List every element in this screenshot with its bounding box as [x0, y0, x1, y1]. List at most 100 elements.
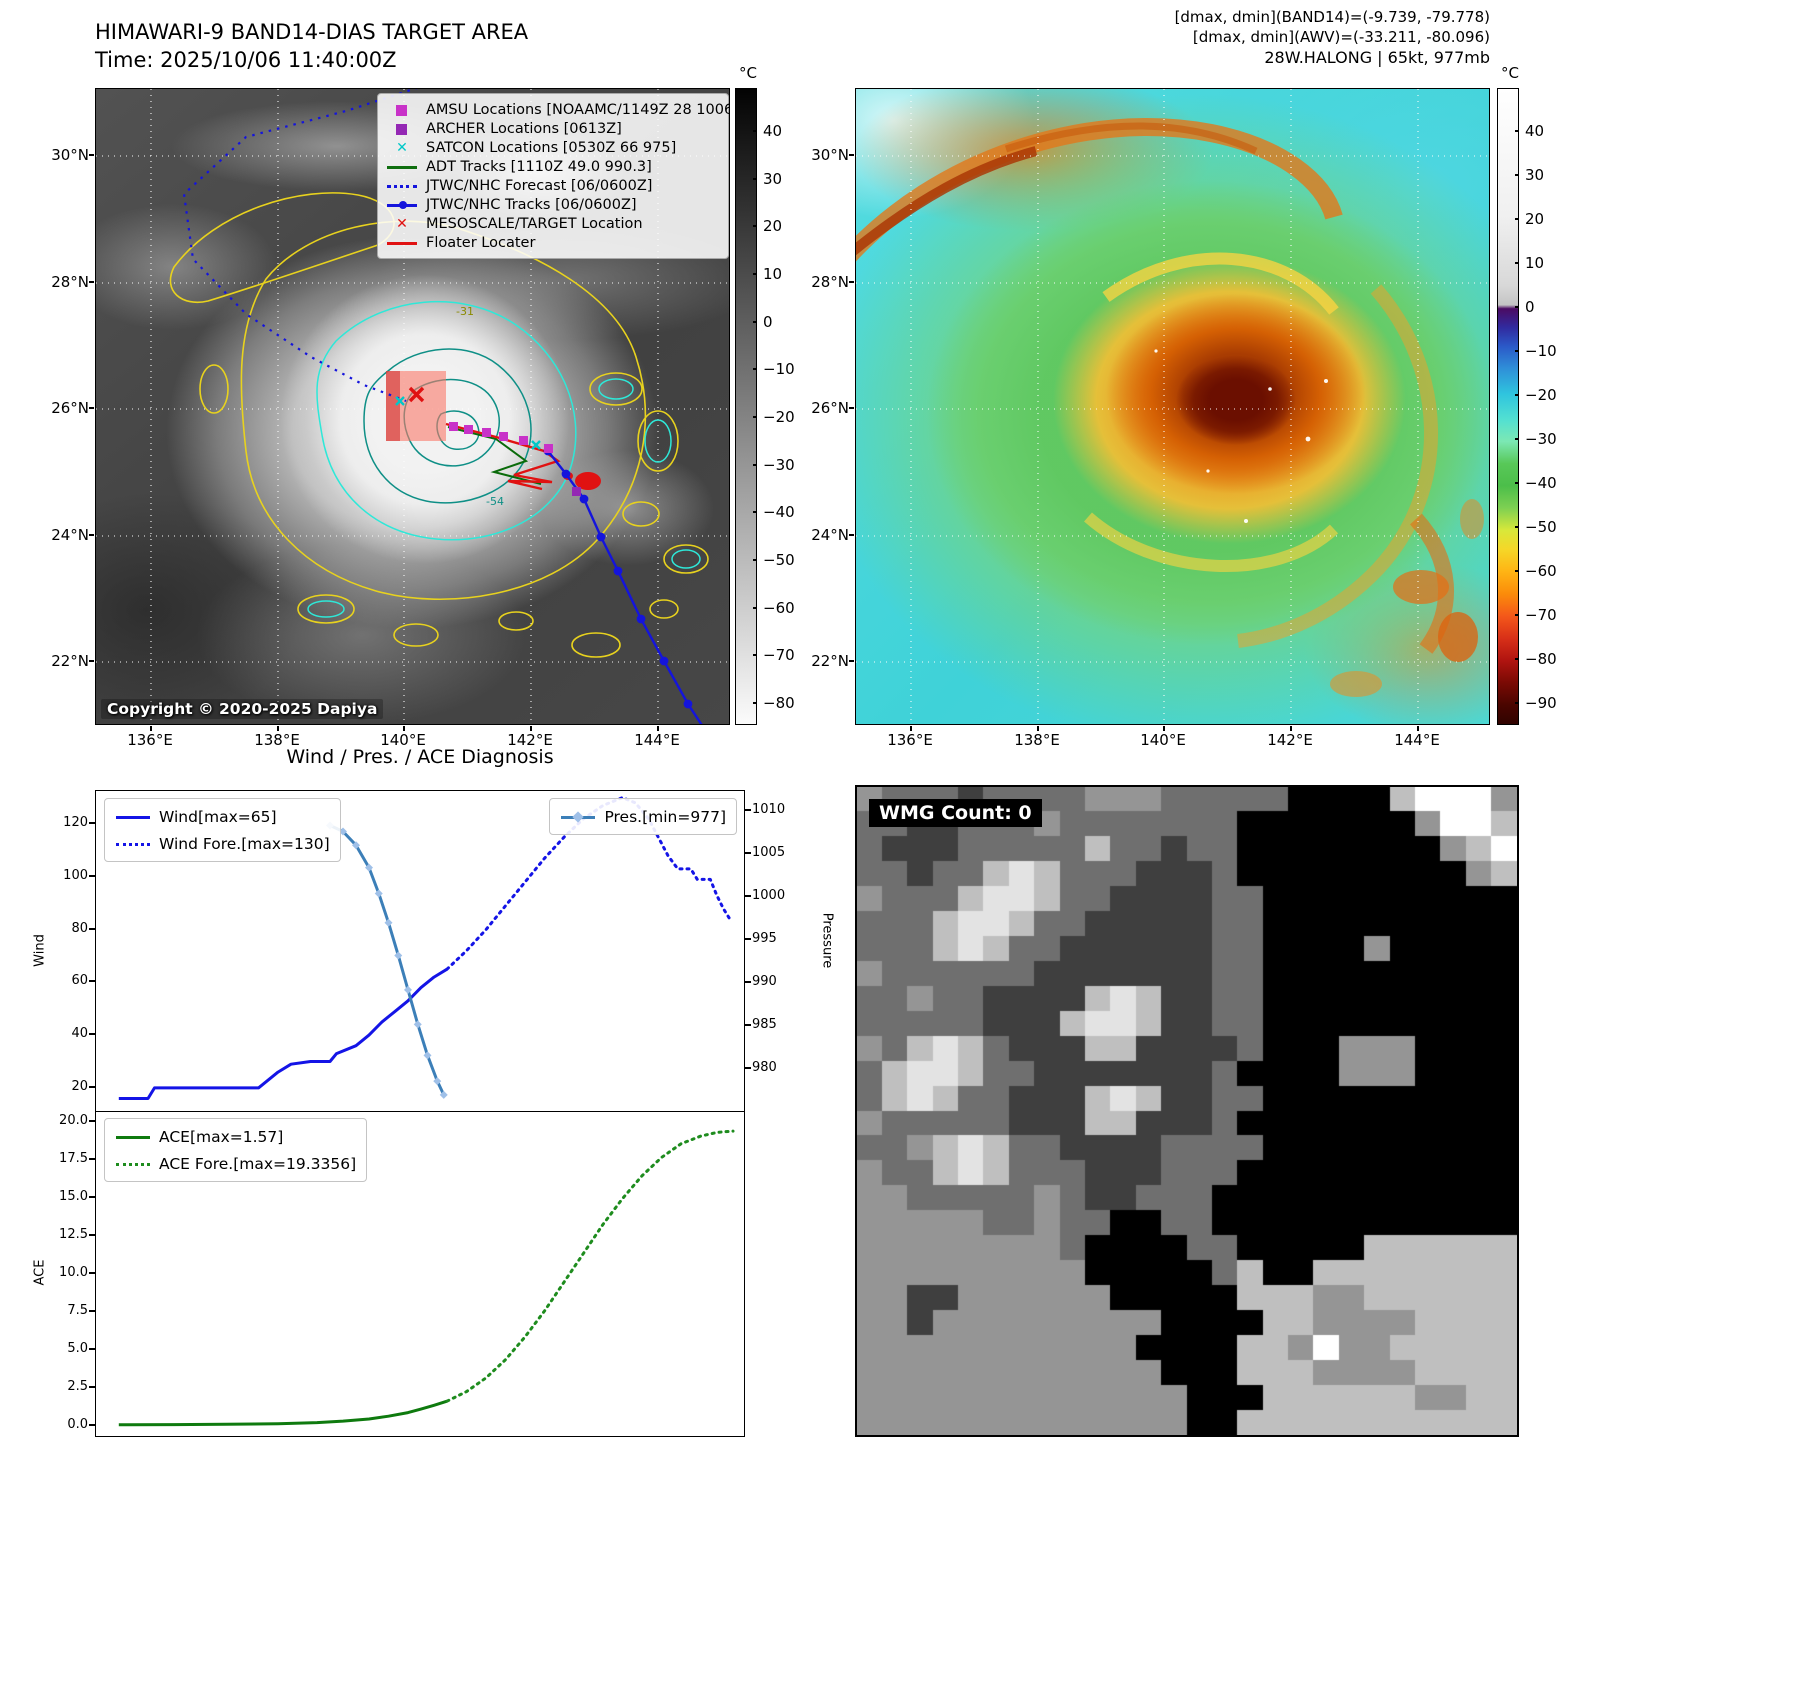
copyright-label: Copyright © 2020-2025 Dapiya: [101, 699, 384, 719]
tick-label: 26°N: [51, 399, 89, 417]
contour-label: -31: [456, 305, 474, 318]
legend-label: JTWC/NHC Forecast [06/0600Z]: [426, 177, 653, 194]
tick-mark: [89, 1196, 95, 1199]
legend-label: JTWC/NHC Tracks [06/0600Z]: [426, 196, 637, 213]
tick-label: −50: [763, 551, 795, 569]
legend-label: SATCON Locations [0530Z 66 975]: [426, 139, 677, 156]
wmg-count-label: WMG Count: 0: [869, 799, 1042, 827]
tick-mark: [89, 980, 95, 983]
x-marker-icon: ✕: [396, 139, 408, 156]
tick-label: 24°N: [51, 526, 89, 544]
tick-mark: [745, 851, 751, 854]
tick-label: −10: [1525, 342, 1557, 360]
line-marker-icon: [386, 179, 418, 193]
awv-map: [855, 88, 1490, 725]
tick-label: 144°E: [634, 731, 680, 749]
ace-plot: [118, 1129, 735, 1427]
tick-mark: [1515, 482, 1519, 484]
tick-mark: [753, 654, 757, 657]
pressure-marker: [413, 1020, 422, 1029]
tick-mark: [1515, 658, 1519, 660]
legend-item: JTWC/NHC Forecast [06/0600Z]: [386, 176, 720, 195]
tick-label: 80: [71, 920, 88, 936]
target-x-icon: [408, 386, 425, 403]
tick-label: 120: [63, 814, 88, 830]
tick-label: −20: [1525, 386, 1557, 404]
tick-label: 985: [752, 1017, 777, 1033]
tick-mark: [1515, 614, 1519, 616]
tick-mark: [1163, 726, 1165, 731]
tick-label: −60: [763, 598, 795, 617]
tick-label: 30°N: [811, 146, 849, 164]
tick-mark: [1037, 726, 1039, 731]
legend-label: MESOSCALE/TARGET Location: [426, 215, 643, 232]
tick-label: 995: [752, 930, 777, 946]
legend-label: ACE Fore.[max=19.3356]: [159, 1154, 357, 1173]
tick-label: 30°N: [51, 146, 89, 164]
tick-label: −70: [1525, 606, 1557, 624]
adt-track: [447, 426, 542, 485]
tick-mark: [277, 726, 279, 731]
legend-item: Floater Locater: [386, 233, 720, 252]
legend-item: ARCHER Locations [0613Z]: [386, 119, 720, 138]
tick-mark: [1515, 350, 1519, 352]
line-marker-icon: [386, 236, 418, 250]
tick-label: 28°N: [51, 273, 89, 291]
tick-label: 980: [752, 1060, 777, 1076]
band14-subtitle: Time: 2025/10/06 11:40:00Z: [95, 48, 397, 72]
legend-item: Pres.[min=977]: [560, 803, 726, 830]
tick-label: 20: [1525, 210, 1545, 228]
tick-mark: [1515, 394, 1519, 396]
tick-label: 136°E: [127, 731, 173, 749]
tick-mark: [1417, 726, 1419, 731]
wmg-image: [857, 787, 1517, 1435]
tick-label: 1005: [752, 844, 786, 860]
line-marker-icon: [115, 1129, 151, 1145]
tick-label: 12.5: [59, 1227, 88, 1243]
target-area-edge: [386, 371, 400, 441]
tick-label: −40: [763, 503, 795, 522]
tick-mark: [745, 808, 751, 811]
tick-mark: [1515, 526, 1519, 528]
tick-mark: [89, 1386, 95, 1389]
tick-label: −80: [1525, 650, 1557, 668]
awv-header-line2: [dmax, dmin](AWV)=(-33.211, -80.096): [1192, 28, 1490, 46]
series-line: [118, 967, 448, 1100]
legend-label: ADT Tracks [1110Z 49.0 990.3]: [426, 158, 652, 175]
tick-label: 0.0: [67, 1417, 88, 1433]
pressure-marker: [365, 863, 373, 872]
legend-item: ✕ MESOSCALE/TARGET Location: [386, 214, 720, 233]
tick-mark: [150, 726, 152, 731]
floater-blob: [575, 472, 601, 490]
legend-item: AMSU Locations [NOAAMC/1149Z 28 1006]: [386, 100, 729, 119]
tick-mark: [745, 1024, 751, 1027]
pressure-marker: [423, 1051, 432, 1060]
tick-label: 40: [71, 1026, 88, 1042]
tick-mark: [1515, 306, 1519, 308]
tick-label: 10.0: [59, 1265, 88, 1281]
tick-label: 1000: [752, 887, 786, 903]
storm-id-label: 28W.HALONG | 65kt, 977mb: [1264, 48, 1490, 67]
tick-label: 30: [763, 169, 783, 188]
tick-label: 20.0: [59, 1113, 88, 1129]
tick-mark: [753, 511, 757, 514]
legend-label: Wind Fore.[max=130]: [159, 834, 330, 853]
legend-item: ✕ SATCON Locations [0530Z 66 975]: [386, 138, 720, 157]
tick-mark: [910, 726, 912, 731]
tick-label: 140°E: [1140, 731, 1186, 749]
pressure-marker: [339, 827, 347, 836]
tick-mark: [89, 1424, 95, 1427]
tick-mark: [89, 281, 94, 283]
pressure-marker: [374, 889, 383, 898]
tick-label: 138°E: [1014, 731, 1060, 749]
tick-mark: [403, 726, 405, 731]
tick-mark: [745, 980, 751, 983]
band14-title: HIMAWARI-9 BAND14-DIAS TARGET AREA: [95, 20, 529, 44]
legend-label: ARCHER Locations [0613Z]: [426, 120, 622, 137]
tick-mark: [657, 726, 659, 731]
colorbar-unit: °C: [739, 64, 757, 82]
awv-map-overlay: [856, 89, 1489, 724]
legend-item: ADT Tracks [1110Z 49.0 990.3]: [386, 157, 720, 176]
square-marker-icon: [386, 122, 418, 136]
